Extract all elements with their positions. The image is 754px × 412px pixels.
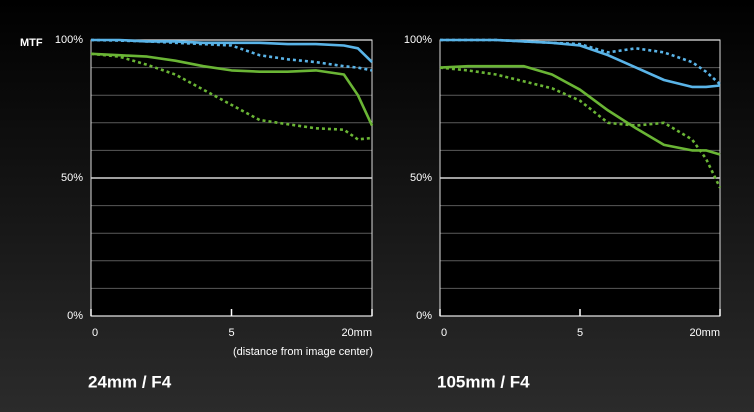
x-axis-label: (distance from image center) xyxy=(233,346,373,358)
line-series xyxy=(439,66,722,189)
x-tick-label: 0 xyxy=(92,327,98,339)
line-series xyxy=(439,64,721,156)
line-series xyxy=(440,38,721,89)
y-tick-label: 100% xyxy=(404,34,432,46)
line-series xyxy=(90,52,374,127)
line-series xyxy=(91,38,373,64)
y-tick-label: 0% xyxy=(416,310,432,322)
x-tick-label: 20mm xyxy=(341,327,372,339)
y-tick-label: 50% xyxy=(410,172,432,184)
line-series xyxy=(440,38,721,86)
y-tick-label: 0% xyxy=(67,310,83,322)
x-tick-label: 0 xyxy=(441,327,447,339)
x-tick-label: 5 xyxy=(577,327,583,339)
chart-title: 24mm / F4 xyxy=(88,372,172,391)
chart-title: 105mm / F4 xyxy=(437,372,530,391)
y-tick-label: 100% xyxy=(55,34,83,46)
y-tick-label: 50% xyxy=(61,172,83,184)
y-axis-label: MTF xyxy=(20,37,43,49)
line-series xyxy=(90,52,373,141)
x-tick-label: 5 xyxy=(228,327,234,339)
x-tick-label: 20mm xyxy=(689,327,720,339)
